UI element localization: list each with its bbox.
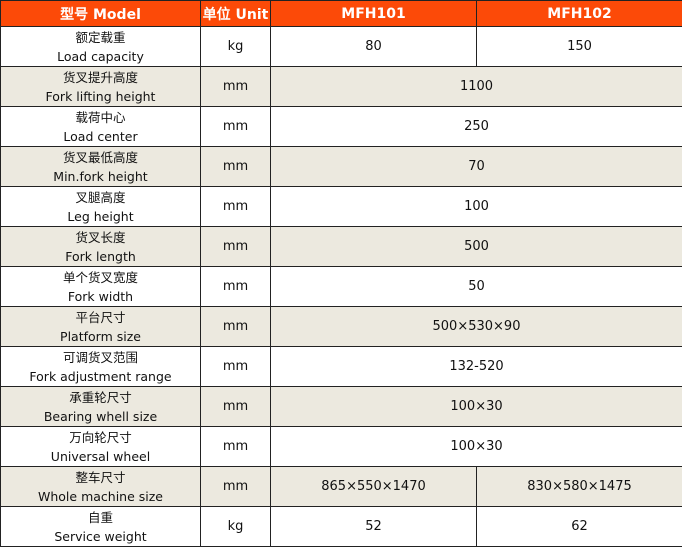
unit-cell: mm (200, 106, 271, 147)
shared-value-cell: 100×30 (270, 426, 682, 467)
parameter-name-cn: 承重轮尺寸 (69, 389, 132, 405)
parameter-name-en: Load capacity (57, 48, 144, 64)
parameter-name-en: Fork width (67, 288, 134, 304)
parameter-name: 载荷中心 Load center (0, 106, 201, 147)
table-row: 整车尺寸 Whole machine size mm 865×550×1470 830×… (0, 466, 682, 507)
mfh102-value-cell: 150 (476, 26, 682, 67)
table-row: 自重 Service weight kg 52 62 (0, 506, 682, 547)
unit-cell: mm (200, 186, 271, 227)
shared-value-cell: 500 (270, 226, 682, 267)
parameter-name-cn: 额定载重 (75, 29, 126, 45)
parameter-name: 承重轮尺寸 Bearing whell size (0, 386, 201, 427)
table-row: 承重轮尺寸 Bearing whell size mm 100×30 (0, 386, 682, 427)
table-row: 平台尺寸 Platform size mm 500×530×90 (0, 306, 682, 347)
table-row: 载荷中心 Load center mm 250 (0, 106, 682, 147)
parameter-name-cn: 平台尺寸 (75, 309, 126, 325)
parameter-name-en: Whole machine size (38, 488, 163, 504)
shared-value-cell: 100×30 (270, 386, 682, 427)
shared-value-cell: 500×530×90 (270, 306, 682, 347)
parameter-name: 额定载重 Load capacity (0, 26, 201, 67)
parameter-name-en: Universal wheel (50, 448, 151, 464)
parameter-name-cn: 整车尺寸 (75, 469, 126, 485)
table-row: 货叉最低高度 Min.fork height mm 70 (0, 146, 682, 187)
header-row: 型号 Model 单位 Unit MFH101 MFH102 (0, 0, 682, 27)
parameter-name: 货叉长度 Fork length (0, 226, 201, 267)
parameter-name-en: Platform size (60, 328, 141, 344)
unit-cell: mm (200, 226, 271, 267)
parameter-name-en: Bearing whell size (43, 408, 158, 424)
mfh101-value-cell: 52 (270, 506, 477, 547)
table-row: 叉腿高度 Leg height mm 100 (0, 186, 682, 227)
unit-cell: mm (200, 466, 271, 507)
mfh101-value-cell: 80 (270, 26, 477, 67)
parameter-name: 万向轮尺寸 Universal wheel (0, 426, 201, 467)
unit-cell: kg (200, 506, 271, 547)
parameter-name-en: Load center (63, 128, 138, 144)
parameter-name-cn: 万向轮尺寸 (69, 429, 132, 445)
parameter-name-cn: 可调货叉范围 (62, 349, 138, 365)
parameter-name: 货叉提升高度 Fork lifting height (0, 66, 201, 107)
shared-value-cell: 132-520 (270, 346, 682, 387)
unit-cell: mm (200, 66, 271, 107)
table-row: 额定载重 Load capacity kg 80 150 (0, 26, 682, 67)
shared-value-cell: 250 (270, 106, 682, 147)
unit-cell: mm (200, 426, 271, 467)
unit-cell: mm (200, 346, 271, 387)
parameter-name-en: Fork length (65, 248, 136, 264)
parameter-name-en: Leg height (67, 208, 134, 224)
header-unit: 单位 Unit (200, 0, 271, 27)
parameter-name-cn: 叉腿高度 (75, 189, 126, 205)
shared-value-cell: 100 (270, 186, 682, 227)
parameter-name-cn: 货叉最低高度 (62, 149, 138, 165)
shared-value-cell: 1100 (270, 66, 682, 107)
unit-cell: mm (200, 146, 271, 187)
parameter-name-cn: 货叉长度 (75, 229, 126, 245)
parameter-name-en: Fork adjustment range (29, 368, 172, 384)
header-model: 型号 Model (0, 0, 201, 27)
parameter-name: 自重 Service weight (0, 506, 201, 547)
parameter-name: 叉腿高度 Leg height (0, 186, 201, 227)
shared-value-cell: 70 (270, 146, 682, 187)
parameter-name: 货叉最低高度 Min.fork height (0, 146, 201, 187)
parameter-name-en: Min.fork height (53, 168, 148, 184)
header-mfh101: MFH101 (270, 0, 477, 27)
parameter-name-cn: 单个货叉宽度 (62, 269, 138, 285)
table-row: 货叉长度 Fork length mm 500 (0, 226, 682, 267)
mfh101-value-cell: 865×550×1470 (270, 466, 477, 507)
parameter-name-en: Fork lifting height (45, 88, 156, 104)
shared-value-cell: 50 (270, 266, 682, 307)
table-row: 可调货叉范围 Fork adjustment range mm 132-520 (0, 346, 682, 387)
parameter-name: 平台尺寸 Platform size (0, 306, 201, 347)
table-row: 货叉提升高度 Fork lifting height mm 1100 (0, 66, 682, 107)
unit-cell: mm (200, 386, 271, 427)
parameter-name: 可调货叉范围 Fork adjustment range (0, 346, 201, 387)
parameter-name-cn: 货叉提升高度 (62, 69, 138, 85)
unit-cell: mm (200, 266, 271, 307)
unit-cell: mm (200, 306, 271, 347)
header-mfh102: MFH102 (476, 0, 682, 27)
parameter-name-cn: 载荷中心 (75, 109, 126, 125)
parameter-name: 整车尺寸 Whole machine size (0, 466, 201, 507)
table-row: 单个货叉宽度 Fork width mm 50 (0, 266, 682, 307)
parameter-name-cn: 自重 (87, 509, 113, 525)
mfh102-value-cell: 62 (476, 506, 682, 547)
parameter-name: 单个货叉宽度 Fork width (0, 266, 201, 307)
mfh102-value-cell: 830×580×1475 (476, 466, 682, 507)
parameter-name-en: Service weight (54, 528, 147, 544)
table-row: 万向轮尺寸 Universal wheel mm 100×30 (0, 426, 682, 467)
unit-cell: kg (200, 26, 271, 67)
